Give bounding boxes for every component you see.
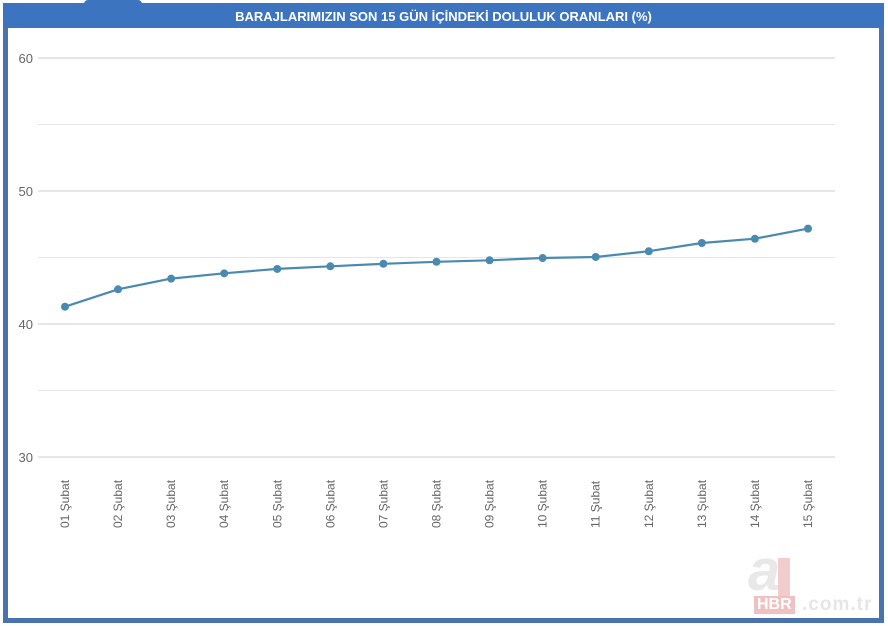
header-tab-bump xyxy=(84,0,142,4)
x-tick-label: 03 Şubat xyxy=(164,479,178,528)
data-point-marker[interactable] xyxy=(750,234,759,243)
y-axis-ticks: 30 40 50 60 xyxy=(19,51,33,465)
data-point-marker[interactable] xyxy=(326,262,335,271)
watermark-domain: .com.tr xyxy=(802,594,873,615)
chart-frame xyxy=(3,3,884,623)
data-point-marker[interactable] xyxy=(273,264,282,273)
x-tick-label: 14 Şubat xyxy=(748,479,762,528)
chart-title: BARAJLARIMIZIN SON 15 GÜN İÇİNDEKİ DOLUL… xyxy=(3,3,884,28)
x-tick-label: 12 Şubat xyxy=(642,479,656,528)
x-tick-label: 11 Şubat xyxy=(589,480,603,528)
x-tick-label: 10 Şubat xyxy=(536,479,550,528)
y-tick-label: 40 xyxy=(19,317,33,332)
x-tick-label: 07 Şubat xyxy=(376,479,390,528)
data-point-marker[interactable] xyxy=(697,239,706,248)
data-point-marker[interactable] xyxy=(220,269,229,278)
x-tick-label: 13 Şubat xyxy=(695,479,709,528)
x-axis-ticks: 01 Şubat 02 Şubat 03 Şubat 04 Şubat 05 Şubat… xyxy=(58,479,815,528)
x-tick-label: 08 Şubat xyxy=(430,479,444,528)
data-point-marker[interactable] xyxy=(61,302,69,311)
data-point-marker[interactable] xyxy=(379,259,388,268)
x-tick-label: 02 Şubat xyxy=(111,479,125,528)
x-tick-label: 01 Şubat xyxy=(58,479,72,528)
data-point-marker[interactable] xyxy=(114,285,123,294)
x-tick-label: 06 Şubat xyxy=(323,479,337,528)
gridlines xyxy=(38,57,835,458)
series-markers xyxy=(61,224,812,311)
data-point-marker[interactable] xyxy=(644,247,653,256)
y-tick-label: 30 xyxy=(19,450,33,465)
x-tick-label: 09 Şubat xyxy=(483,479,497,528)
data-point-marker[interactable] xyxy=(538,254,547,263)
data-point-marker[interactable] xyxy=(804,224,812,233)
data-point-marker[interactable] xyxy=(432,257,441,266)
y-tick-label: 60 xyxy=(19,51,33,66)
data-point-marker[interactable] xyxy=(485,256,494,265)
watermark-logo-letter: a xyxy=(748,538,781,603)
ahbr-watermark: a HBR .com.tr xyxy=(740,542,880,618)
series-line xyxy=(64,227,809,308)
watermark-brand: HBR xyxy=(754,596,795,614)
data-point-marker[interactable] xyxy=(167,274,176,283)
x-tick-label: 15 Şubat xyxy=(801,479,815,528)
x-tick-label: 05 Şubat xyxy=(270,479,284,528)
x-tick-label: 04 Şubat xyxy=(217,479,231,528)
data-point-marker[interactable] xyxy=(591,252,600,261)
y-tick-label: 50 xyxy=(19,184,33,199)
watermark-logo-bar xyxy=(778,558,790,600)
